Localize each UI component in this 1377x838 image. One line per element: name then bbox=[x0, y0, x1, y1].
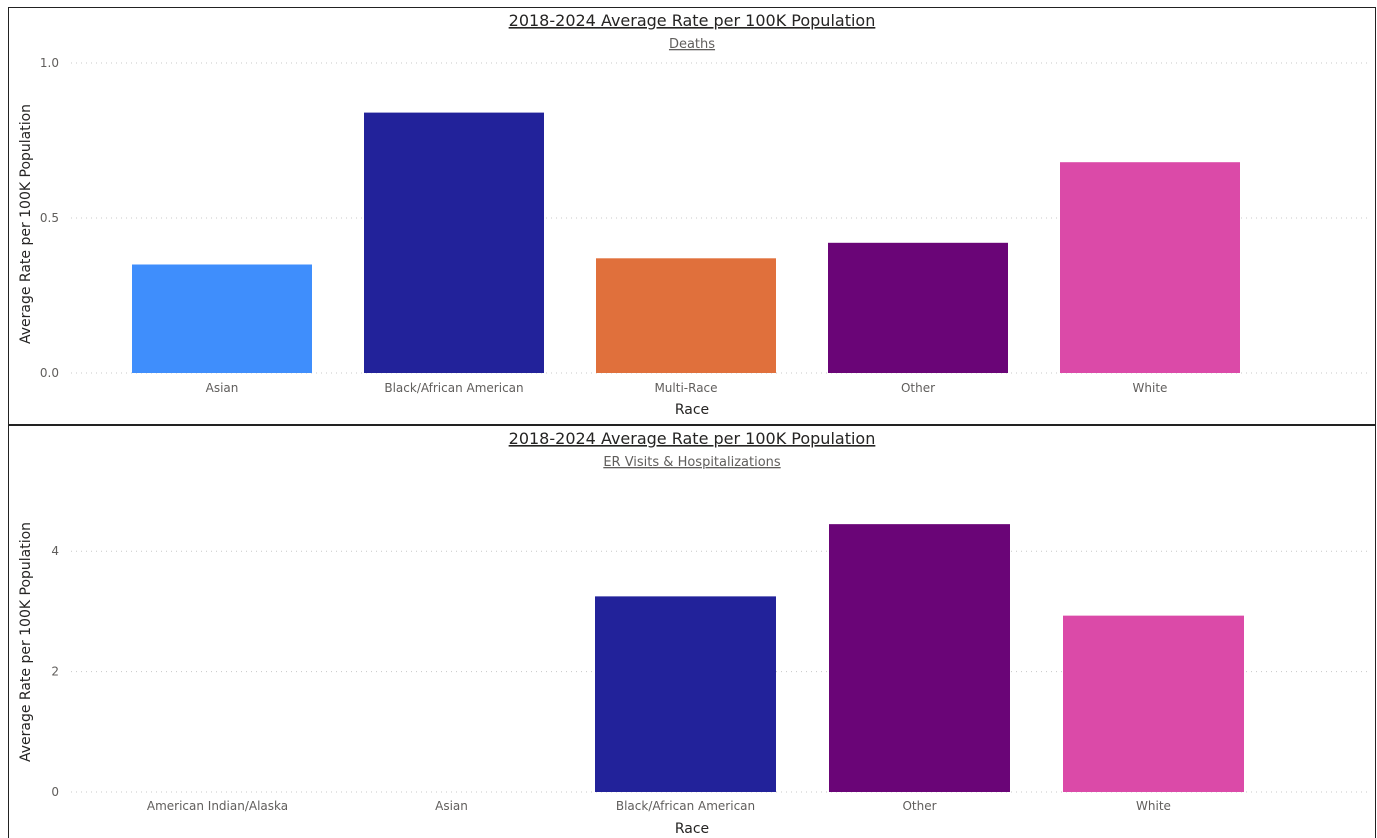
x-tick-label: White bbox=[1136, 799, 1171, 813]
chart-title: 2018-2024 Average Rate per 100K Populati… bbox=[509, 11, 876, 30]
bar-black-african-american[interactable] bbox=[364, 112, 544, 373]
y-tick-label: 0 bbox=[51, 785, 59, 799]
x-tick-label: White bbox=[1133, 381, 1168, 395]
x-tick-label: Black/African American bbox=[384, 381, 523, 395]
bar-other[interactable] bbox=[829, 524, 1010, 792]
er-visits-chart-panel: 2018-2024 Average Rate per 100K Populati… bbox=[8, 425, 1376, 838]
x-axis-title: Race bbox=[675, 821, 709, 837]
er-visits-bar-chart: 2018-2024 Average Rate per 100K Populati… bbox=[18, 429, 1369, 837]
y-tick-label: 0.5 bbox=[40, 211, 59, 225]
x-tick-label: Multi-Race bbox=[654, 381, 717, 395]
x-tick-label: Black/African American bbox=[616, 799, 755, 813]
bar-white[interactable] bbox=[1060, 162, 1240, 373]
x-tick-label: Asian bbox=[206, 381, 239, 395]
deaths-chart-panel: 2018-2024 Average Rate per 100K Populati… bbox=[8, 7, 1376, 425]
x-tick-label: Asian bbox=[435, 799, 468, 813]
y-axis-title: Average Rate per 100K Population bbox=[18, 104, 34, 344]
bar-other[interactable] bbox=[828, 242, 1008, 373]
chart-subtitle: Deaths bbox=[669, 37, 715, 52]
y-axis-title: Average Rate per 100K Population bbox=[18, 522, 34, 762]
y-tick-label: 0.0 bbox=[40, 366, 59, 380]
bar-asian[interactable] bbox=[132, 264, 312, 374]
x-tick-label: American Indian/Alaska bbox=[147, 799, 288, 813]
chart-subtitle: ER Visits & Hospitalizations bbox=[603, 455, 781, 470]
bar-multi-race[interactable] bbox=[596, 258, 776, 373]
x-tick-label: Other bbox=[901, 381, 935, 395]
bar-black-african-american[interactable] bbox=[595, 596, 776, 792]
chart-title: 2018-2024 Average Rate per 100K Populati… bbox=[509, 429, 876, 448]
y-tick-label: 4 bbox=[51, 544, 59, 558]
x-tick-label: Other bbox=[902, 799, 936, 813]
x-axis-title: Race bbox=[675, 402, 709, 418]
y-tick-label: 2 bbox=[51, 665, 59, 679]
y-tick-label: 1.0 bbox=[40, 56, 59, 70]
deaths-bar-chart: 2018-2024 Average Rate per 100K Populati… bbox=[18, 11, 1369, 418]
bar-white[interactable] bbox=[1063, 615, 1244, 792]
